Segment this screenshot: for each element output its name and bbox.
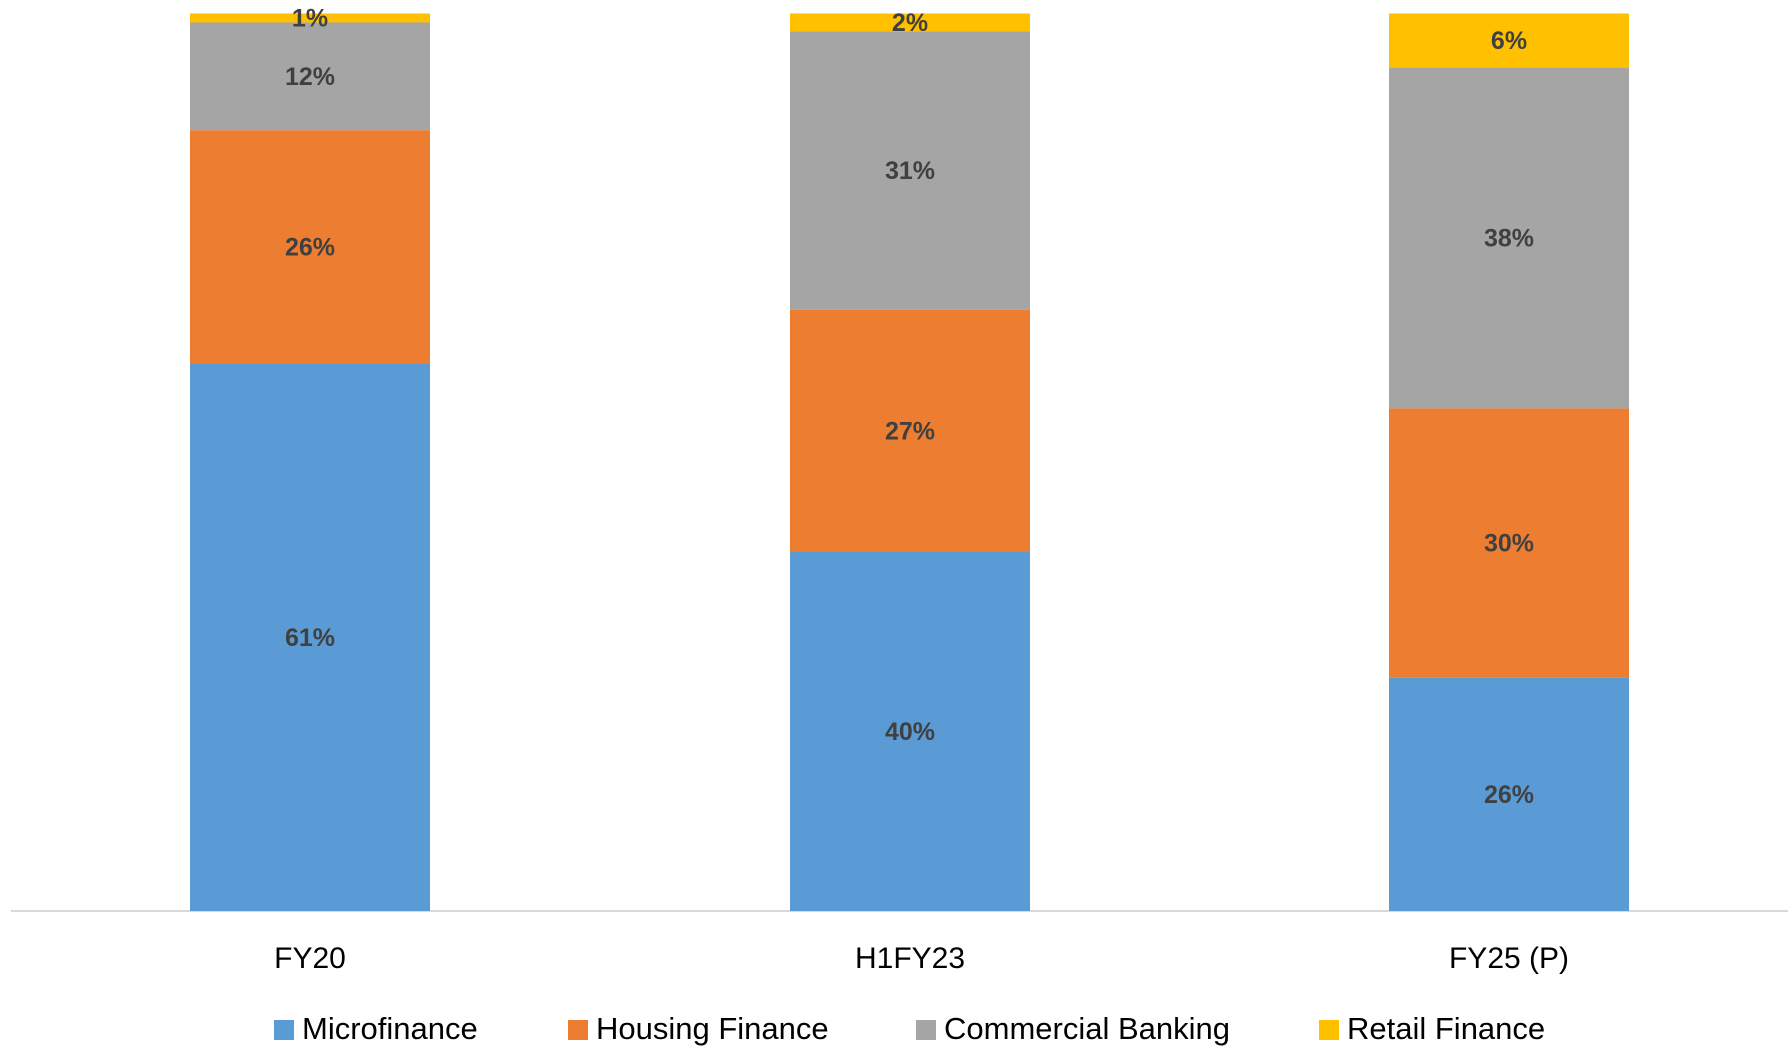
bar-segment bbox=[1389, 67, 1629, 409]
bar-segment bbox=[1389, 677, 1629, 911]
data-label: 26% bbox=[1484, 781, 1534, 809]
data-label: 26% bbox=[285, 233, 335, 261]
bar-segment bbox=[190, 130, 430, 364]
data-label: 1% bbox=[292, 5, 328, 33]
legend-label: Commercial Banking bbox=[944, 1011, 1230, 1046]
bar-segment bbox=[190, 363, 430, 911]
bar-segment bbox=[790, 13, 1030, 32]
data-label: 30% bbox=[1484, 530, 1534, 558]
bar-segment bbox=[790, 309, 1030, 552]
legend-swatch bbox=[274, 1020, 294, 1040]
data-label: 61% bbox=[285, 624, 335, 652]
data-label: 38% bbox=[1484, 224, 1534, 252]
legend-label: Housing Finance bbox=[596, 1011, 829, 1046]
bar-segment bbox=[790, 552, 1030, 911]
x-tick-label: FY25 (P) bbox=[1449, 942, 1569, 975]
data-label: 27% bbox=[885, 417, 935, 445]
legend-swatch bbox=[568, 1020, 588, 1040]
data-label: 31% bbox=[885, 157, 935, 185]
bar-segment bbox=[190, 13, 430, 23]
bar-segment bbox=[1389, 408, 1629, 678]
legend-label: Retail Finance bbox=[1347, 1011, 1545, 1046]
data-label: 6% bbox=[1491, 27, 1527, 55]
bar-segment bbox=[790, 31, 1030, 310]
bar-segment bbox=[1389, 13, 1629, 68]
bar-segment bbox=[190, 22, 430, 131]
legend-label: Microfinance bbox=[302, 1011, 478, 1046]
data-label: 12% bbox=[285, 63, 335, 91]
x-tick-label: FY20 bbox=[274, 942, 346, 975]
legend-swatch bbox=[1319, 1020, 1339, 1040]
data-label: 40% bbox=[885, 718, 935, 746]
x-tick-label: H1FY23 bbox=[855, 942, 965, 975]
legend-swatch bbox=[916, 1020, 936, 1040]
data-label: 2% bbox=[892, 9, 928, 37]
